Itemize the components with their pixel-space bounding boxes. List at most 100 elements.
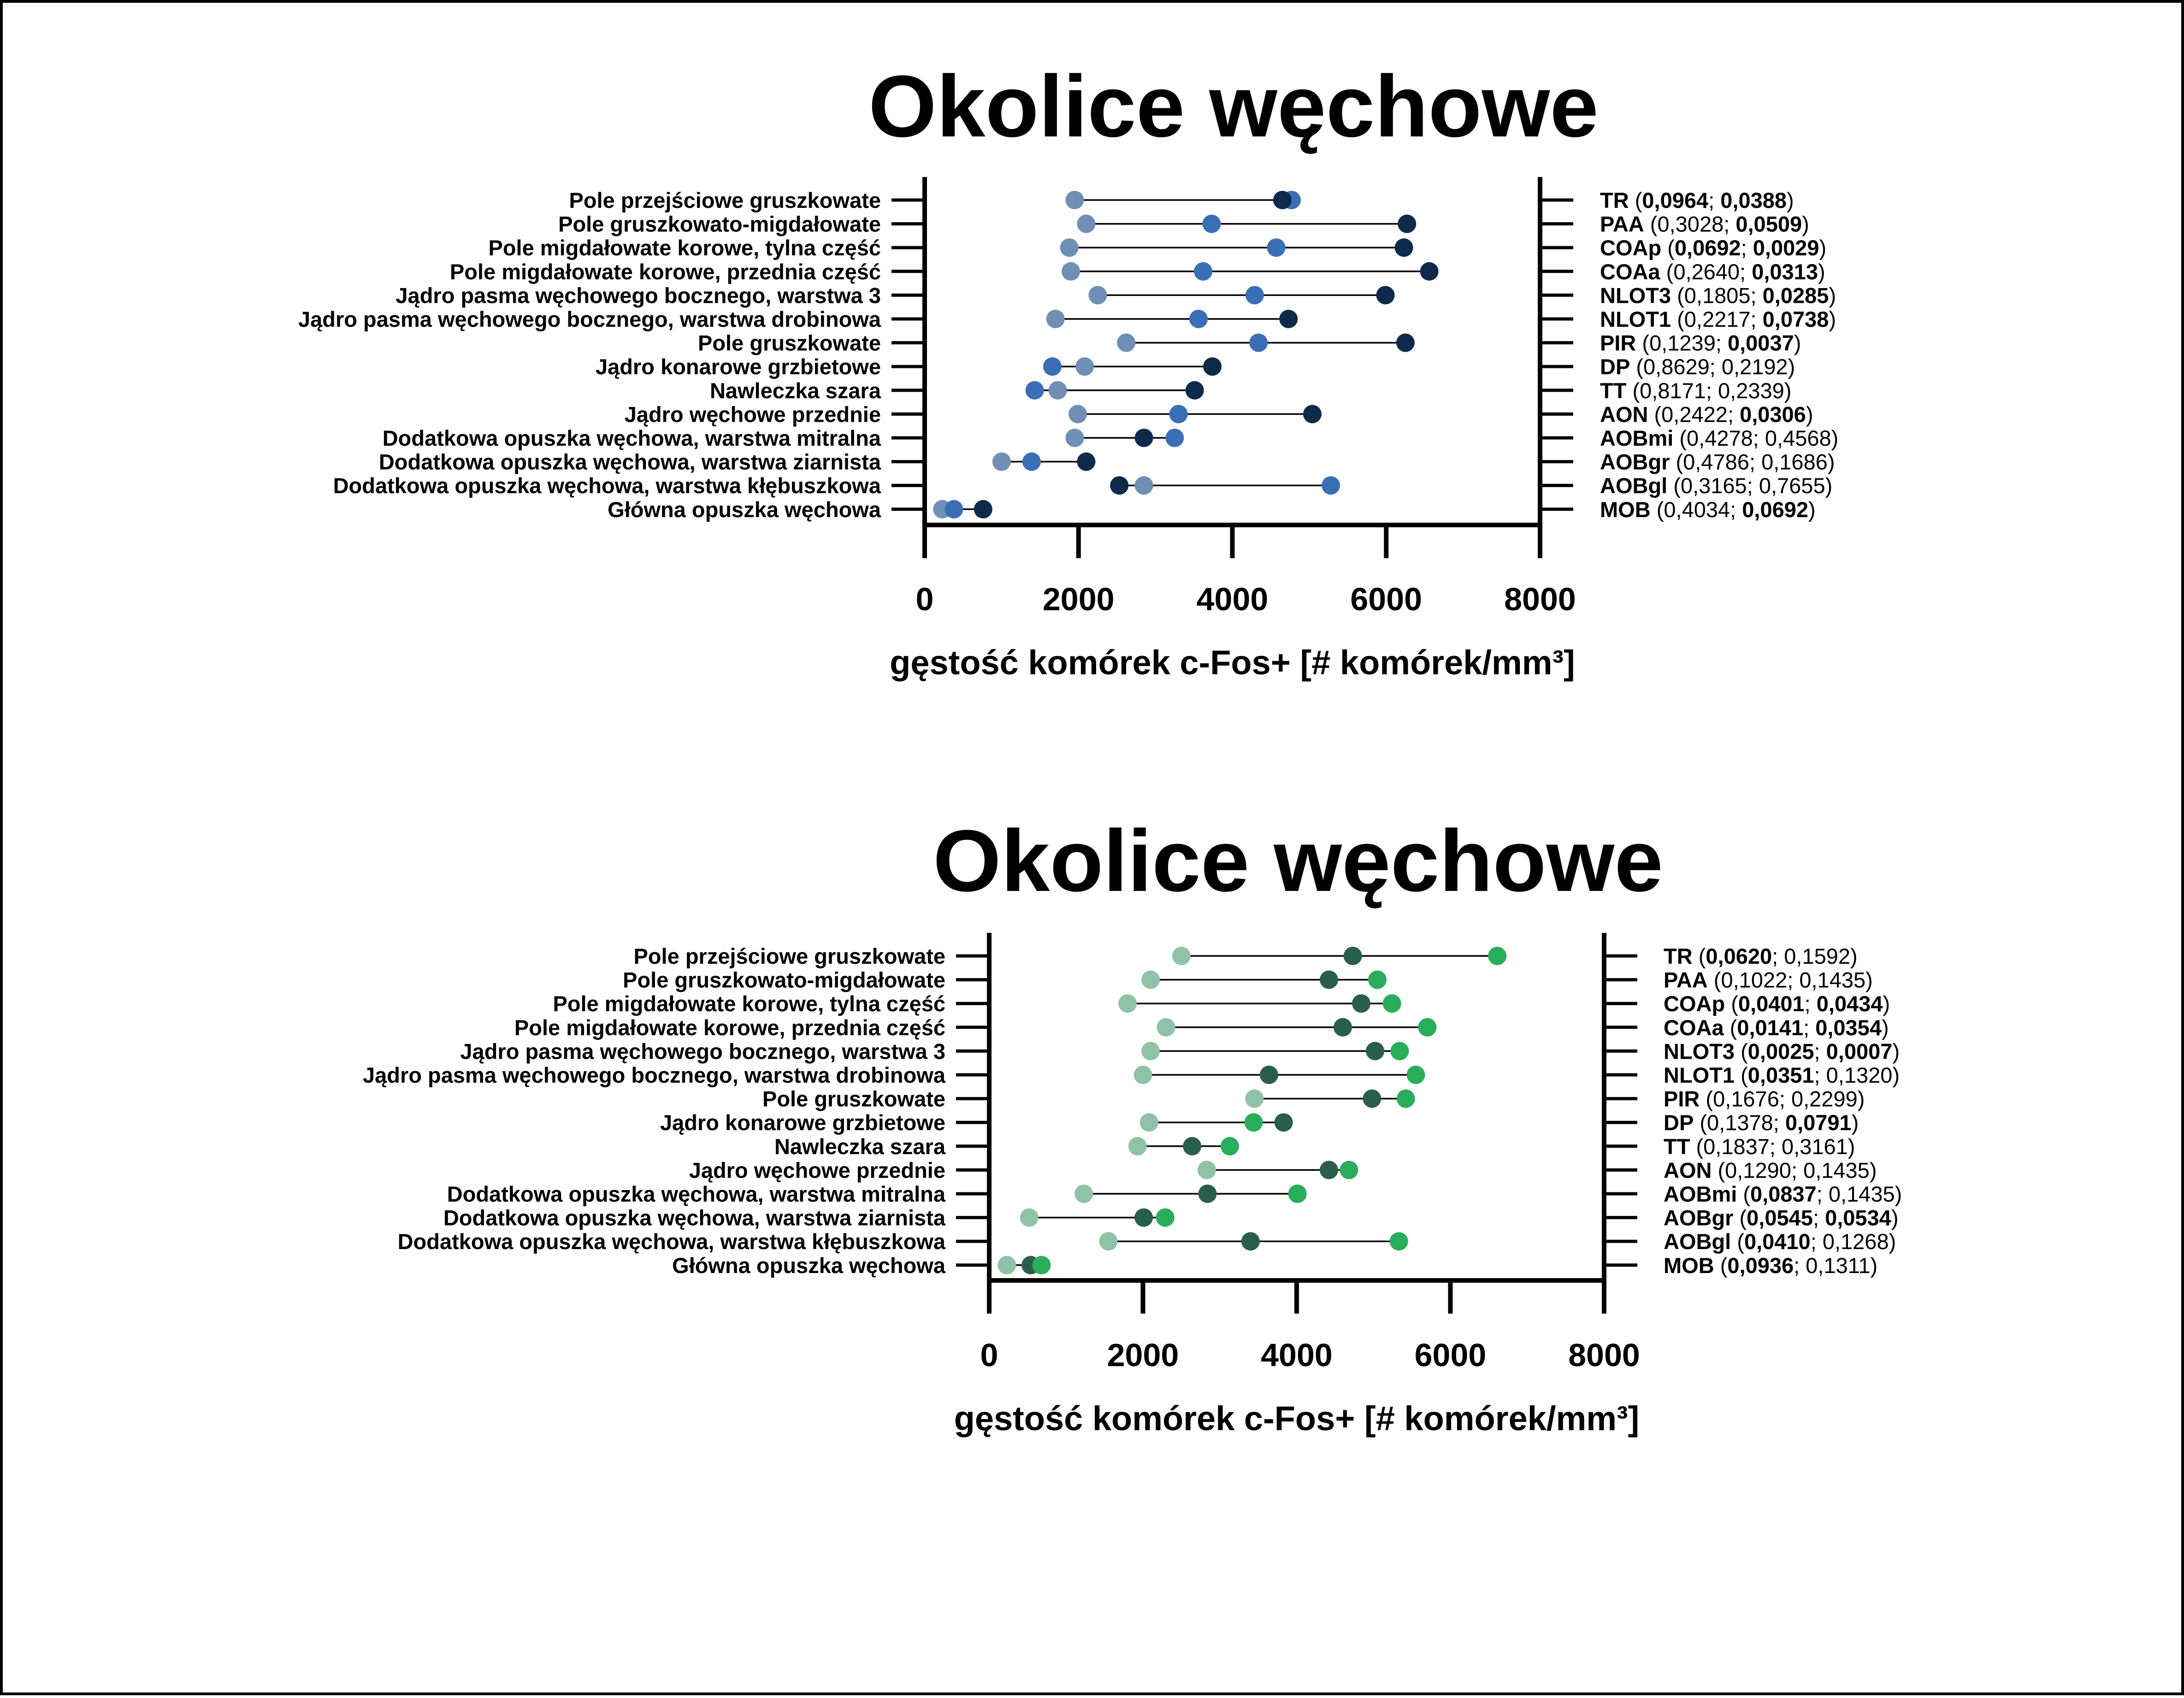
data-point-series-3 (1382, 994, 1401, 1013)
chart-panel-1: Okolice węchowe 0 2000 4000 6000 8000 gęstość … (298, 58, 1838, 682)
category-label: Nawleczka szara (774, 1134, 946, 1159)
region-abbreviation: AON (1600, 402, 1648, 426)
category-label: Jądro węchowe przednie (689, 1158, 945, 1182)
p-value: 0,2422 (1661, 402, 1728, 426)
p-value: 0,0791 (1785, 1110, 1852, 1135)
p-value: 0,0285 (1763, 283, 1829, 307)
stat-punctuation: ( (1648, 402, 1661, 426)
data-point-series-3 (1390, 1042, 1409, 1061)
chart-title: Okolice węchowe (868, 58, 1599, 155)
category-label: Pole gruszkowate (698, 331, 881, 355)
stat-punctuation: ; (1751, 307, 1763, 331)
data-point-series-3 (1340, 1161, 1358, 1179)
p-value: 0,0007 (1826, 1039, 1893, 1063)
p-value: 0,1837 (1703, 1134, 1770, 1159)
data-point-series-3 (1110, 476, 1129, 495)
data-point-series-2 (1274, 1113, 1293, 1132)
data-point-series-2 (1245, 286, 1264, 305)
data-point-series-3 (1244, 1113, 1263, 1132)
stat-punctuation: ( (1700, 1087, 1713, 1111)
region-abbreviation: DP (1600, 354, 1630, 379)
region-abbreviation: TR (1600, 188, 1629, 212)
data-point-series-1 (1046, 310, 1065, 328)
region-abbreviation: TR (1664, 944, 1693, 968)
stat-punctuation: ) (1892, 1063, 1900, 1087)
stat-label: MOB (0,4034; 0,0692) (1600, 497, 1816, 522)
stat-punctuation: ) (1802, 212, 1809, 236)
stat-label: PAA (0,3028; 0,0509) (1600, 212, 1809, 236)
x-tick-label: 6000 (1350, 581, 1422, 617)
p-value: 0,1022 (1721, 968, 1787, 992)
region-abbreviation: NLOT1 (1600, 307, 1671, 331)
category-label: Jądro pasma węchowego bocznego, warstwa … (395, 283, 881, 307)
category-label: Jądro konarowe grzbietowe (660, 1110, 945, 1135)
region-abbreviation: PAA (1600, 212, 1644, 236)
data-point-series-2 (1352, 994, 1371, 1013)
x-tick-label: 8000 (1504, 581, 1576, 617)
stat-punctuation: ( (1671, 283, 1684, 307)
region-abbreviation: AOBgr (1600, 450, 1670, 474)
stat-label: NLOT1 (0,0351; 0,1320) (1664, 1063, 1900, 1087)
region-abbreviation: MOB (1600, 497, 1651, 522)
category-label: Dodatkowa opuszka węchowa, warstwa kłębu… (333, 473, 881, 498)
category-label: Dodatkowa opuszka węchowa, warstwa mitra… (447, 1182, 946, 1206)
data-point-series-1 (1117, 333, 1136, 352)
stat-punctuation: ) (1895, 1182, 1902, 1206)
stat-punctuation: ( (1671, 307, 1684, 331)
p-value: 0,1676 (1713, 1087, 1779, 1111)
category-label: Jądro pasma węchowego bocznego, warstwa … (363, 1063, 946, 1087)
p-value: 0,0936 (1727, 1253, 1794, 1278)
stat-punctuation: ) (1892, 1039, 1900, 1063)
p-value: 0,1290 (1725, 1158, 1791, 1182)
charts-svg: Okolice węchowe 0 2000 4000 6000 8000 gęstość … (298, 58, 1902, 1438)
data-point-series-3 (1394, 238, 1413, 257)
category-label: Jądro pasma węchowego bocznego, warstwa … (460, 1039, 945, 1063)
stat-punctuation: ) (1889, 1229, 1896, 1254)
category-label: Pole gruszkowato-migdałowate (623, 968, 945, 992)
data-point-series-2 (1043, 357, 1062, 376)
stat-punctuation: ; (1710, 354, 1722, 379)
data-point-series-2 (1183, 1137, 1202, 1156)
p-value: 0,0388 (1720, 188, 1787, 212)
data-point-series-3 (974, 500, 992, 519)
category-label: Pole migdałowate korowe, tylna część (553, 991, 945, 1016)
region-abbreviation: COAp (1664, 991, 1725, 1016)
stat-punctuation: ( (1670, 450, 1683, 474)
stat-punctuation: ( (1737, 1182, 1750, 1206)
p-value: 0,1311 (1806, 1253, 1870, 1278)
data-point-series-3 (1203, 357, 1222, 376)
data-point-series-2 (1334, 1018, 1352, 1037)
stat-punctuation: ( (1660, 259, 1674, 284)
p-value: 0,2217 (1684, 307, 1751, 331)
x-tick-label: 4000 (1261, 1337, 1333, 1373)
region-abbreviation: NLOT3 (1600, 283, 1671, 307)
region-abbreviation: AON (1664, 1158, 1712, 1182)
stat-punctuation: ; (1740, 259, 1752, 284)
stat-punctuation: ( (1661, 236, 1675, 260)
data-point-series-2 (1322, 476, 1340, 495)
p-value: 0,2192 (1722, 354, 1788, 379)
stat-label: AON (0,2422; 0,0306) (1600, 402, 1813, 426)
p-value: 0,1592 (1784, 944, 1850, 968)
stat-punctuation: ( (1636, 331, 1649, 355)
region-abbreviation: NLOT3 (1664, 1039, 1735, 1063)
stat-label: DP (0,8629; 0,2192) (1600, 354, 1795, 379)
data-point-series-2 (1363, 1089, 1381, 1108)
data-point-series-2 (1343, 947, 1362, 965)
data-point-series-2 (1025, 381, 1044, 400)
data-point-series-3 (1156, 1208, 1175, 1227)
p-value: 0,0306 (1740, 402, 1806, 426)
data-point-series-2 (1249, 333, 1268, 352)
stat-punctuation: ) (1829, 307, 1836, 331)
stat-punctuation: ; (1728, 402, 1740, 426)
stat-punctuation: ( (1694, 1110, 1707, 1135)
stat-label: MOB (0,0936; 0,1311) (1664, 1253, 1877, 1278)
category-label: Pole migdałowate korowe, przednia część (450, 259, 881, 284)
stat-label: COAp (0,0401; 0,0434) (1664, 991, 1890, 1016)
p-value: 0,0738 (1763, 307, 1829, 331)
data-point-series-1 (1088, 286, 1107, 305)
stat-punctuation: ( (1731, 1229, 1744, 1254)
stat-punctuation: ) (1788, 354, 1795, 379)
category-label: Pole przejściowe gruszkowate (634, 944, 946, 968)
data-point-series-1 (1074, 1185, 1093, 1203)
